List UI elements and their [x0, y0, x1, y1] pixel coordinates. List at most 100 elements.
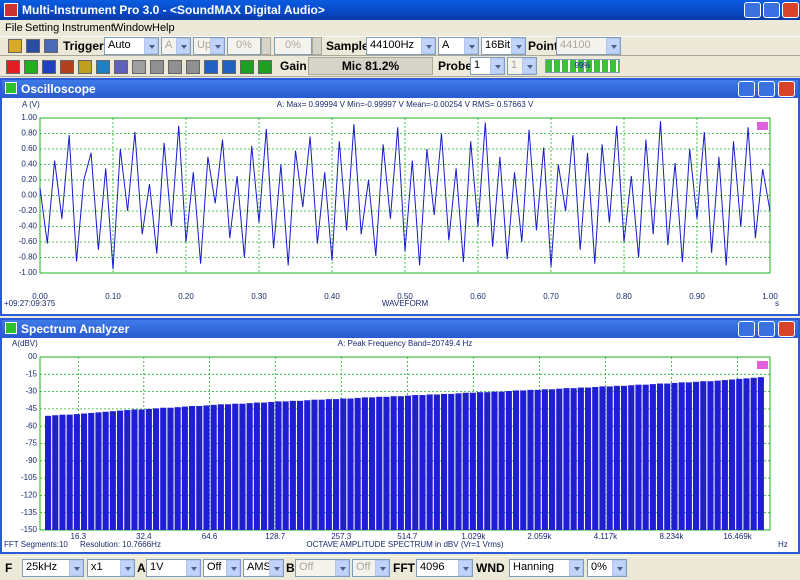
dropdown-button[interactable] — [210, 38, 224, 54]
window-button[interactable] — [763, 2, 780, 18]
a-label: A — [137, 561, 146, 575]
toolbar-icon[interactable] — [132, 60, 146, 74]
waveform — [39, 121, 771, 270]
window-button[interactable] — [744, 2, 761, 18]
dropdown-arrow — [231, 567, 237, 571]
bar — [721, 380, 728, 530]
child-window-title: Spectrum Analyzer — [21, 322, 130, 336]
x-tick-label: 32.4 — [136, 532, 152, 541]
bar — [750, 377, 757, 530]
bar — [592, 386, 599, 530]
window-button[interactable] — [778, 81, 795, 97]
toolbar-icon[interactable] — [96, 60, 110, 74]
toolbar-icon[interactable] — [26, 39, 40, 53]
toolbar-icon[interactable] — [78, 60, 92, 74]
toolbar-icon[interactable] — [8, 39, 22, 53]
window-button[interactable] — [758, 81, 775, 97]
points[interactable]: 44100 — [556, 37, 621, 55]
bar — [419, 395, 426, 530]
toolbar-icon[interactable] — [168, 60, 182, 74]
window-button[interactable] — [738, 321, 755, 337]
bar — [102, 411, 109, 530]
toolbar-icon[interactable] — [150, 60, 164, 74]
bar — [239, 403, 246, 530]
bar — [412, 395, 419, 530]
dropdown-button[interactable] — [226, 560, 240, 576]
dropdown-button[interactable] — [606, 38, 620, 54]
dropdown-button[interactable] — [186, 560, 200, 576]
bar — [541, 389, 548, 530]
menu-item[interactable]: Help — [152, 22, 175, 34]
dropdown-button[interactable] — [421, 38, 435, 54]
y-tick-label: -30 — [25, 387, 37, 396]
window-button[interactable] — [758, 321, 775, 337]
toolbar-icon[interactable] — [114, 60, 128, 74]
spinner[interactable] — [312, 37, 322, 55]
y-tick-label: -1.00 — [19, 268, 38, 277]
toolbar-icon[interactable] — [60, 60, 74, 74]
menu-item[interactable]: Instrument — [62, 22, 114, 34]
bar — [282, 401, 289, 530]
bar — [649, 384, 656, 530]
bar — [685, 382, 692, 530]
y-tick-label: -0.20 — [19, 206, 38, 215]
y-tick-label: 0.40 — [21, 160, 37, 169]
trigger-level[interactable]: 0% — [227, 37, 261, 55]
dropdown-button[interactable] — [458, 560, 472, 576]
toolbar-icon[interactable] — [258, 60, 272, 74]
window-button[interactable] — [778, 321, 795, 337]
bar — [268, 401, 275, 530]
window-button[interactable] — [738, 81, 755, 97]
toolbar-icon[interactable] — [186, 60, 200, 74]
dropdown-button[interactable] — [144, 38, 158, 54]
fft-segments: FFT Segments:10 — [4, 540, 68, 549]
toolbar-icon[interactable] — [6, 60, 20, 74]
dropdown-button[interactable] — [612, 560, 626, 576]
dropdown-button[interactable] — [522, 58, 536, 74]
sample-label: Sample — [326, 39, 369, 53]
toolbar-icon[interactable] — [44, 39, 58, 53]
toolbar-icon[interactable] — [204, 60, 218, 74]
freq-range[interactable]: 25kHz — [22, 559, 84, 577]
dropdown-button[interactable] — [569, 560, 583, 576]
point-label: Point — [528, 39, 558, 53]
toolbar-icon[interactable] — [240, 60, 254, 74]
dropdown-button[interactable] — [269, 560, 283, 576]
spinner[interactable] — [261, 37, 271, 55]
toolbar-icon[interactable] — [24, 60, 38, 74]
x-tick-label: 0.10 — [105, 292, 121, 301]
bar — [527, 389, 534, 530]
bar — [448, 393, 455, 530]
menu-item[interactable]: Window — [113, 22, 153, 34]
x-unit: s — [775, 299, 779, 308]
window-function[interactable]: Hanning — [509, 559, 584, 577]
menu-item[interactable]: Setting — [25, 22, 60, 34]
menu-item[interactable]: File — [5, 22, 23, 34]
dropdown-button[interactable] — [69, 560, 83, 576]
dropdown-button[interactable] — [490, 58, 504, 74]
bar — [361, 397, 368, 530]
trigger-delay[interactable]: 0% — [274, 37, 312, 55]
bar — [275, 401, 282, 530]
bar — [520, 390, 527, 530]
y-tick-label: -45 — [25, 404, 37, 413]
bar — [196, 406, 203, 530]
dropdown-button[interactable] — [464, 38, 478, 54]
dropdown-button[interactable] — [511, 38, 525, 54]
dropdown-arrow — [527, 65, 533, 69]
dropdown-button[interactable] — [335, 560, 349, 576]
dropdown-arrow — [74, 567, 80, 571]
bar — [729, 379, 736, 530]
dropdown-button[interactable] — [176, 38, 190, 54]
dropdown-button[interactable] — [375, 560, 389, 576]
app-icon — [4, 3, 18, 17]
bar — [455, 393, 462, 530]
window-button[interactable] — [782, 2, 799, 18]
dropdown-button[interactable] — [120, 560, 134, 576]
sample-rate[interactable]: 44100Hz — [366, 37, 436, 55]
bar — [117, 410, 124, 530]
toolbar-icon[interactable] — [42, 60, 56, 74]
toolbar-icon[interactable] — [222, 60, 236, 74]
bar — [181, 406, 188, 530]
